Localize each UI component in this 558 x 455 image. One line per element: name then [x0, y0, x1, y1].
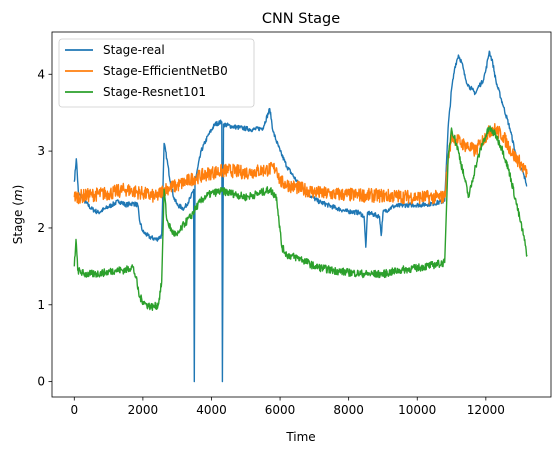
- y-tick-label: 2: [37, 221, 45, 235]
- chart-title: CNN Stage: [262, 11, 340, 27]
- legend-box: [58, 38, 255, 108]
- y-tick-label: 3: [37, 144, 45, 158]
- x-tick-label: 2000: [128, 403, 159, 417]
- x-tick-label: 4000: [196, 403, 227, 417]
- y-tick-label: 1: [37, 298, 45, 312]
- legend: Stage-real Stage-EfficientNetB0 Stage-Resn…: [58, 38, 255, 108]
- y-axis-label: Stage (m): [11, 185, 25, 245]
- x-tick-label: 12000: [467, 403, 505, 417]
- x-tick-label: 0: [70, 403, 78, 417]
- x-axis: 0 2000 4000 6000 8000 10000 12000: [70, 397, 505, 417]
- series-layer: [73, 50, 528, 383]
- y-tick-label: 0: [37, 375, 45, 389]
- x-tick-label: 6000: [265, 403, 296, 417]
- series-line-3: [73, 125, 528, 311]
- legend-label: Stage-Resnet101: [103, 85, 206, 99]
- legend-label: Stage-EfficientNetB0: [103, 64, 228, 78]
- y-axis: 0 1 2 3 4: [37, 67, 52, 389]
- x-tick-label: 10000: [398, 403, 436, 417]
- legend-label: Stage-real: [103, 43, 165, 57]
- series-line-2: [73, 122, 528, 205]
- y-tick-label: 4: [37, 67, 45, 81]
- plot-frame: [51, 31, 552, 398]
- x-axis-label: Time: [285, 430, 315, 444]
- x-tick-label: 8000: [333, 403, 364, 417]
